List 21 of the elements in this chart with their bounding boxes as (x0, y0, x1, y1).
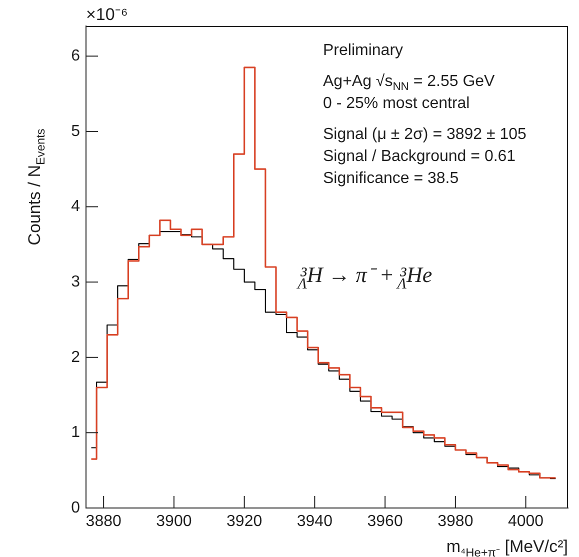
y-tick-label: 1 (71, 424, 80, 442)
annotation: Significance = 38.5 (323, 170, 459, 187)
y-tick-label: 5 (71, 122, 80, 140)
x-tick-label: 3940 (296, 513, 333, 530)
x-tick-label: 3960 (367, 513, 403, 530)
x-tick-label: 3880 (86, 513, 122, 530)
y-axis-title: Counts / NEvents (25, 128, 48, 246)
annotation: 0 - 25% most central (323, 95, 470, 112)
y-tick-label: 2 (71, 348, 80, 366)
x-tick-label: 4000 (508, 513, 544, 530)
annotation: Signal / Background = 0.61 (323, 148, 516, 165)
x-tick-label: 3900 (156, 513, 192, 530)
x-tick-label: 3920 (226, 513, 262, 530)
y-tick-label: 4 (71, 198, 80, 216)
y-tick-label: 0 (71, 499, 80, 516)
y-tick-label: 6 (71, 48, 80, 65)
y-tick-label: 3 (71, 273, 80, 290)
annotation: Preliminary (323, 42, 404, 59)
x-tick-label: 3980 (438, 513, 474, 530)
text: ×10⁻⁶ (86, 5, 128, 24)
annotation: Signal (μ ± 2σ) = 3892 ± 105 (323, 126, 527, 143)
